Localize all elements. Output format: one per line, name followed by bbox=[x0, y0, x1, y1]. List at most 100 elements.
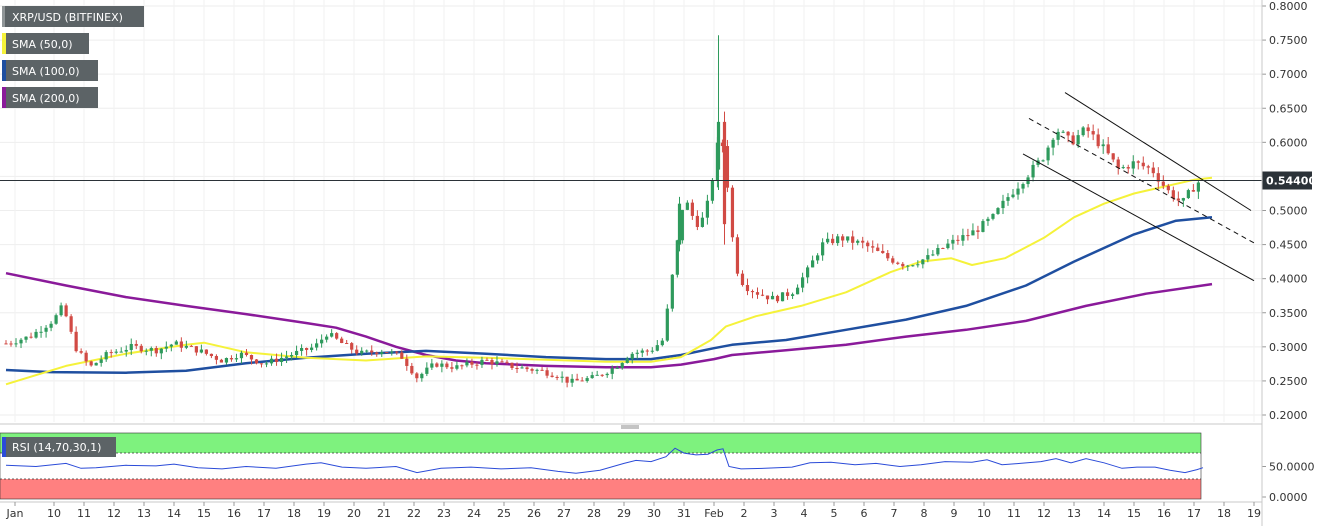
candle-body bbox=[485, 359, 489, 361]
candle-body bbox=[1001, 200, 1005, 209]
candle-body bbox=[996, 208, 1000, 214]
candle-body bbox=[916, 264, 920, 266]
candle-body bbox=[765, 295, 770, 300]
sma-200-line bbox=[5, 271, 1213, 369]
y-tick-label: 0.6000 bbox=[1269, 136, 1308, 149]
candle-body bbox=[14, 343, 18, 345]
candle-body bbox=[345, 343, 349, 345]
candle-body bbox=[826, 238, 830, 243]
x-tick-label: 9 bbox=[951, 507, 958, 520]
candle-body bbox=[1101, 144, 1105, 147]
y-tick-label: 0.4000 bbox=[1269, 273, 1308, 286]
candle-body bbox=[189, 345, 193, 347]
candle-body bbox=[861, 240, 865, 243]
x-tick-label: 17 bbox=[1187, 507, 1201, 520]
sma-200-legend[interactable]: SMA (200,0) bbox=[2, 87, 98, 108]
candle-body bbox=[420, 373, 424, 379]
candle-body bbox=[244, 352, 249, 356]
candle-body bbox=[730, 187, 735, 238]
candle-body bbox=[866, 242, 870, 247]
x-tick-label: 22 bbox=[407, 507, 421, 520]
candle-body bbox=[299, 348, 304, 351]
trend-channel bbox=[1022, 92, 1258, 282]
candle-body bbox=[154, 348, 158, 354]
candle-body bbox=[1071, 135, 1075, 145]
candle-body bbox=[716, 121, 721, 170]
candle-body bbox=[169, 344, 173, 347]
candle-body bbox=[264, 363, 269, 365]
candle-body bbox=[722, 121, 727, 225]
candle-body bbox=[1016, 188, 1020, 195]
x-tick-label: 3 bbox=[771, 507, 778, 520]
y-tick-label: 0.3500 bbox=[1269, 307, 1308, 320]
candle-body bbox=[635, 352, 639, 354]
candle-body bbox=[660, 340, 664, 346]
candle-body bbox=[1141, 162, 1145, 167]
candlesticks bbox=[4, 35, 1200, 388]
channel-line bbox=[1028, 118, 1258, 246]
candle-body bbox=[490, 359, 494, 365]
candle-body bbox=[204, 349, 208, 354]
candle-body bbox=[881, 250, 885, 254]
candle-body bbox=[620, 362, 624, 368]
candle-body bbox=[1136, 161, 1140, 163]
candle-body bbox=[164, 346, 168, 349]
candle-body bbox=[1111, 153, 1115, 160]
sma-50-label: SMA (50,0) bbox=[12, 38, 73, 51]
current-price-badge: 0.54400 bbox=[1262, 171, 1316, 190]
candle-body bbox=[445, 363, 449, 368]
rsi-legend[interactable]: RSI (14,70,30,1) bbox=[2, 437, 116, 457]
candle-body bbox=[144, 350, 148, 352]
candle-body bbox=[365, 350, 369, 352]
candle-body bbox=[1196, 182, 1200, 192]
candle-body bbox=[330, 333, 334, 337]
candle-body bbox=[800, 277, 805, 288]
pane-divider[interactable] bbox=[0, 423, 1262, 431]
candle-body bbox=[194, 346, 198, 353]
candle-body bbox=[1086, 127, 1090, 132]
candle-body bbox=[677, 203, 682, 245]
candle-body bbox=[109, 352, 113, 354]
candle-body bbox=[269, 358, 274, 364]
symbol-label-box[interactable]: XRP/USD (BITFINEX) bbox=[2, 6, 144, 27]
candle-body bbox=[84, 352, 88, 362]
candle-body bbox=[625, 358, 629, 363]
candle-body bbox=[79, 351, 83, 353]
sma-200-swatch bbox=[2, 87, 6, 108]
candle-body bbox=[184, 345, 188, 348]
candle-body bbox=[1056, 131, 1060, 140]
candle-body bbox=[340, 338, 344, 344]
candle-body bbox=[49, 323, 53, 328]
x-tick-label: 4 bbox=[801, 507, 808, 520]
candle-body bbox=[680, 209, 684, 241]
candle-body bbox=[806, 267, 810, 278]
x-tick-label: 5 bbox=[831, 507, 838, 520]
x-tick-label: 19 bbox=[317, 507, 331, 520]
candle-body bbox=[906, 265, 910, 267]
x-tick-label: 10 bbox=[977, 507, 991, 520]
candle-body bbox=[405, 358, 409, 366]
candle-body bbox=[740, 273, 745, 286]
candle-body bbox=[816, 255, 820, 261]
rsi-tick-label: 0.0000 bbox=[1269, 491, 1308, 504]
candle-body bbox=[695, 215, 699, 227]
sma-100-legend[interactable]: SMA (100,0) bbox=[2, 60, 98, 81]
candle-body bbox=[936, 248, 940, 255]
candle-body bbox=[535, 369, 539, 371]
candle-body bbox=[780, 292, 785, 302]
candle-body bbox=[1066, 131, 1070, 136]
candle-body bbox=[335, 333, 339, 339]
candle-body bbox=[705, 200, 709, 218]
candle-body bbox=[1091, 131, 1095, 135]
candle-body bbox=[640, 350, 644, 353]
candle-body bbox=[425, 367, 429, 374]
sma-50-legend[interactable]: SMA (50,0) bbox=[2, 33, 89, 54]
rsi-overbought-zone bbox=[0, 433, 1201, 453]
candle-body bbox=[34, 331, 38, 338]
candle-body bbox=[435, 363, 439, 367]
candle-body bbox=[901, 263, 905, 267]
candle-body bbox=[199, 349, 203, 353]
candle-body bbox=[430, 363, 434, 368]
candle-body bbox=[1076, 135, 1080, 145]
candle-body bbox=[305, 348, 309, 350]
